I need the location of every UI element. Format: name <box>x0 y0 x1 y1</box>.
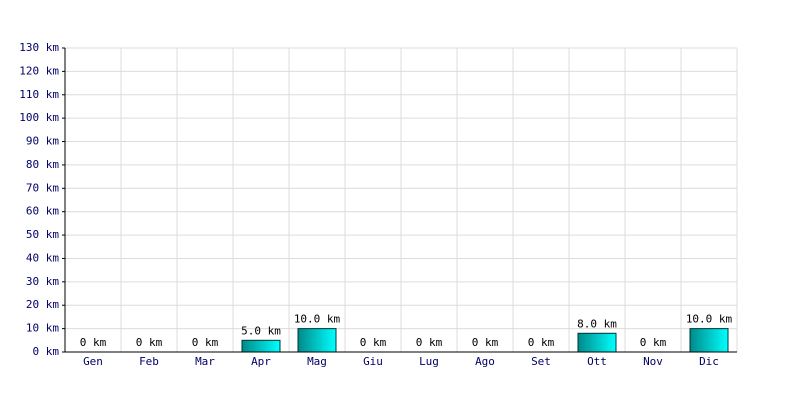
value-label: 0 km <box>360 336 387 349</box>
x-tick-label: Gen <box>83 355 103 368</box>
value-label: 0 km <box>472 336 499 349</box>
x-tick-label: Ago <box>475 355 495 368</box>
x-tick-label: Feb <box>139 355 159 368</box>
y-tick-label: 50 km <box>26 228 59 241</box>
x-tick-label: Giu <box>363 355 383 368</box>
y-tick-label: 70 km <box>26 181 59 194</box>
value-label: 0 km <box>136 336 163 349</box>
x-tick-label: Mar <box>195 355 215 368</box>
value-label: 10.0 km <box>294 313 341 326</box>
value-label: 5.0 km <box>241 324 281 337</box>
value-label: 0 km <box>80 336 107 349</box>
y-tick-label: 100 km <box>19 111 59 124</box>
y-tick-label: 30 km <box>26 275 59 288</box>
x-tick-label: Dic <box>699 355 719 368</box>
y-tick-label: 80 km <box>26 158 59 171</box>
y-tick-label: 60 km <box>26 205 59 218</box>
value-label: 0 km <box>528 336 555 349</box>
value-label: 0 km <box>416 336 443 349</box>
y-tick-label: 10 km <box>26 322 59 335</box>
value-label: 8.0 km <box>577 317 617 330</box>
x-tick-label: Nov <box>643 355 663 368</box>
grid <box>65 47 738 353</box>
value-label: 10.0 km <box>686 313 733 326</box>
bar <box>689 328 729 353</box>
y-tick-label: 110 km <box>19 88 59 101</box>
y-tick-label: 0 km <box>33 345 60 358</box>
x-tick-label: Ott <box>587 355 607 368</box>
x-tick-label: Set <box>531 355 551 368</box>
bar <box>297 328 337 353</box>
y-tick-label: 130 km <box>19 41 59 54</box>
x-tick-label: Apr <box>251 355 271 368</box>
y-tick-label: 90 km <box>26 135 59 148</box>
y-tick-label: 120 km <box>19 64 59 77</box>
y-tick-label: 40 km <box>26 251 59 264</box>
bar <box>577 332 617 353</box>
x-tick-label: Lug <box>419 355 439 368</box>
value-label: 0 km <box>192 336 219 349</box>
value-label: 0 km <box>640 336 667 349</box>
bar <box>241 339 281 353</box>
y-tick-label: 20 km <box>26 298 59 311</box>
x-tick-label: Mag <box>307 355 327 368</box>
